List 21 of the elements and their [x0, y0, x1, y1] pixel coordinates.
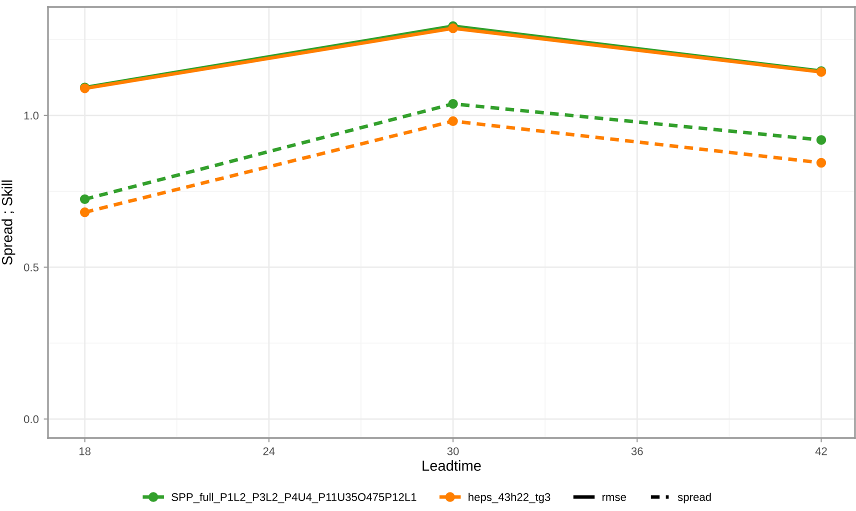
- y-tick-label: 0.5: [24, 263, 39, 272]
- y-tick-label: 0.0: [24, 415, 39, 424]
- x-tick-label: 36: [631, 447, 643, 456]
- x-tick-label: 24: [263, 447, 275, 456]
- x-tick-label: 30: [447, 447, 459, 456]
- x-tick-label: 18: [79, 447, 91, 456]
- point: [448, 98, 458, 109]
- point: [448, 23, 458, 34]
- y-axis-title: Spread ; Skill: [2, 180, 16, 265]
- text: rmse: [602, 494, 626, 502]
- point: [816, 135, 826, 145]
- x-tick-label: 42: [815, 447, 827, 456]
- text: spread: [678, 492, 711, 504]
- y-tick-label: 1.0: [24, 112, 39, 120]
- point: [448, 116, 458, 126]
- legend-label: SPP_full_P1L2_P3L2_P4U4_P11U35O475P12L1: [172, 492, 416, 504]
- legend-label: heps_43h22_tg3: [468, 492, 550, 504]
- x-axis-title: Leadtime: [422, 460, 481, 471]
- point: [80, 194, 90, 204]
- point: [816, 158, 826, 168]
- point: [80, 207, 90, 218]
